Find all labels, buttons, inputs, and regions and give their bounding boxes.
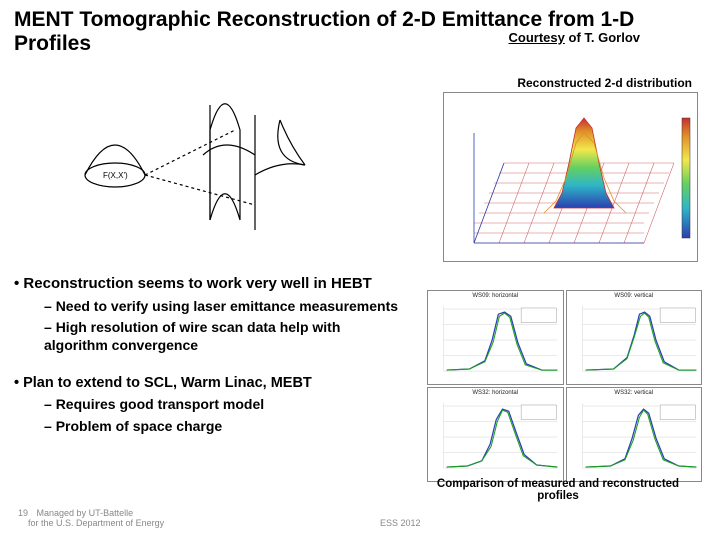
bullet-plan-extend: Plan to extend to SCL, Warm Linac, MEBT — [14, 374, 404, 392]
bullet-high-res: High resolution of wire scan data help w… — [44, 319, 404, 354]
profile-title: WS32: horizontal — [472, 390, 518, 396]
courtesy-label: Courtesy — [509, 30, 565, 45]
bullet-reconstruction: Reconstruction seems to work very well i… — [14, 275, 404, 294]
surface3d-plot — [443, 92, 698, 262]
courtesy-credit: Courtesy of T. Gorlov — [509, 30, 640, 45]
footer-line1: Managed by UT-Battelle — [37, 508, 134, 518]
conference-label: ESS 2012 — [380, 518, 421, 528]
tomography-schematic: F(X,X') — [55, 75, 315, 245]
profile-title: WS09: vertical — [614, 293, 653, 299]
profile-title: WS32: vertical — [614, 390, 653, 396]
profile-ws32-h: WS32: horizontal — [427, 387, 564, 482]
profile-title: WS09: horizontal — [472, 293, 518, 299]
page-number: 19 — [18, 508, 28, 518]
recon-label: Reconstructed 2-d distribution — [517, 76, 692, 90]
courtesy-name: of T. Gorlov — [569, 30, 641, 45]
profile-ws09-h: WS09: horizontal — [427, 290, 564, 385]
bullet-transport-model: Requires good transport model — [44, 396, 404, 414]
bullet-list: Reconstruction seems to work very well i… — [14, 275, 404, 439]
footer: 19 Managed by UT-Battelle for the U.S. D… — [18, 508, 164, 528]
bullet-verify-laser: Need to verify using laser emittance mea… — [44, 298, 404, 316]
diagram-label: F(X,X') — [103, 171, 128, 180]
profile-ws09-v: WS09: vertical — [566, 290, 703, 385]
footer-line2: for the U.S. Department of Energy — [28, 518, 164, 528]
comparison-caption: Comparison of measured and reconstructed… — [418, 478, 698, 502]
profile-ws32-v: WS32: vertical — [566, 387, 703, 482]
bullet-space-charge: Problem of space charge — [44, 418, 404, 436]
profile-comparison-grid: WS09: horizontal WS09: vertical WS32: ho… — [427, 290, 702, 470]
